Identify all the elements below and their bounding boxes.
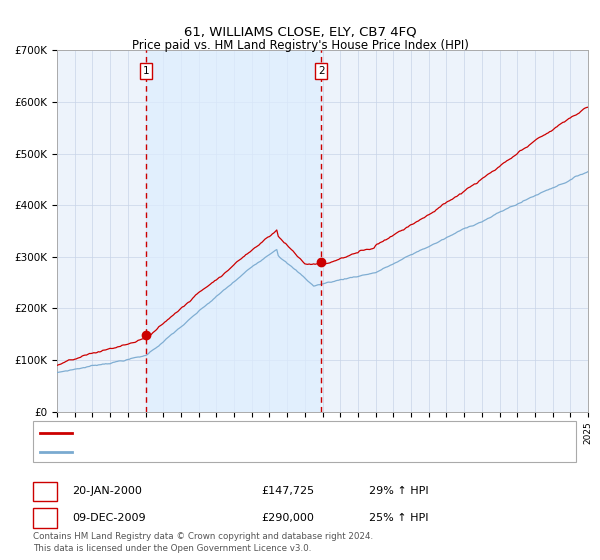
Text: 2: 2 bbox=[41, 513, 49, 523]
Text: Price paid vs. HM Land Registry's House Price Index (HPI): Price paid vs. HM Land Registry's House … bbox=[131, 39, 469, 52]
Text: £147,725: £147,725 bbox=[261, 486, 314, 496]
Text: HPI: Average price, detached house, East Cambridgeshire: HPI: Average price, detached house, East… bbox=[78, 447, 380, 457]
Text: 09-DEC-2009: 09-DEC-2009 bbox=[72, 513, 146, 523]
Text: 1: 1 bbox=[41, 486, 49, 496]
Text: 61, WILLIAMS CLOSE, ELY, CB7 4FQ (detached house): 61, WILLIAMS CLOSE, ELY, CB7 4FQ (detach… bbox=[78, 428, 356, 437]
Text: Contains HM Land Registry data © Crown copyright and database right 2024.
This d: Contains HM Land Registry data © Crown c… bbox=[33, 533, 373, 553]
Text: 61, WILLIAMS CLOSE, ELY, CB7 4FQ: 61, WILLIAMS CLOSE, ELY, CB7 4FQ bbox=[184, 25, 416, 38]
Bar bbox=[146, 50, 321, 412]
Text: 25% ↑ HPI: 25% ↑ HPI bbox=[369, 513, 428, 523]
Text: 20-JAN-2000: 20-JAN-2000 bbox=[72, 486, 142, 496]
Text: 29% ↑ HPI: 29% ↑ HPI bbox=[369, 486, 428, 496]
Text: £290,000: £290,000 bbox=[261, 513, 314, 523]
Text: 1: 1 bbox=[143, 66, 149, 76]
Text: 2: 2 bbox=[318, 66, 325, 76]
